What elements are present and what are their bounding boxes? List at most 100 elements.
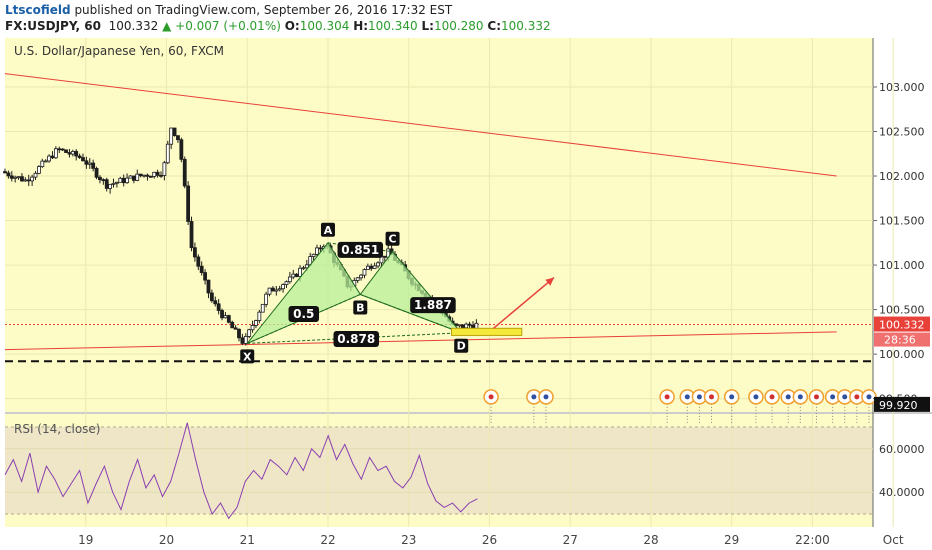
pattern-point-label: C	[389, 233, 397, 246]
rsi-line	[4, 422, 478, 520]
quote-line: FX:USDJPY, 60 100.332 ▲ +0.007 (+0.01%) …	[5, 19, 551, 33]
candle-body	[474, 322, 479, 329]
price-tick-label: 100.500	[879, 304, 925, 317]
candle-body	[125, 177, 129, 184]
ratio-label: 0.878	[337, 332, 375, 346]
pattern-point-badge	[454, 338, 469, 353]
pattern-point-badge	[353, 300, 368, 315]
candle-body	[372, 265, 377, 269]
candle-body	[98, 176, 102, 181]
chart-canvas[interactable]: 0.5 0.851 1.887 0.878 X A B C D U.S. Dollar/Japa…	[0, 34, 932, 550]
candle-body	[376, 262, 380, 267]
candle-body	[250, 325, 255, 331]
pattern-point-label: A	[324, 224, 333, 237]
pattern-ratio-line	[360, 293, 462, 334]
event-dot	[729, 394, 735, 400]
candle-body	[40, 160, 45, 168]
candle-body	[37, 166, 41, 174]
pattern-point-badge	[320, 222, 335, 237]
rsi-tick-label: 40.0000	[879, 486, 925, 499]
ratio-label: 0.5	[293, 307, 314, 321]
candle-body	[3, 171, 7, 174]
event-dot	[797, 394, 803, 400]
candle-body	[318, 247, 323, 250]
candle-body	[77, 155, 82, 158]
candle-body	[33, 172, 38, 178]
rsi-title: RSI (14, close)	[14, 422, 100, 436]
event-dot	[753, 394, 759, 400]
time-tick-label: 29	[724, 533, 739, 547]
candle-body	[203, 272, 207, 281]
candle-body	[237, 328, 241, 339]
candle-body	[179, 139, 184, 160]
candle-body	[240, 337, 245, 344]
event-dot	[488, 394, 494, 400]
price-tick-label: 103.000	[879, 81, 925, 94]
price-tick-label: 101.000	[879, 259, 925, 272]
candle-body	[108, 183, 113, 189]
pattern-point-badge	[240, 349, 255, 364]
ratio-badge	[410, 297, 456, 314]
candle-body	[193, 247, 197, 258]
candle-body	[60, 148, 65, 151]
candle-body	[81, 157, 85, 162]
open-value: 100.304	[299, 19, 350, 33]
candle-body	[148, 175, 153, 178]
ratio-label: 0.851	[341, 243, 379, 257]
close-value: 100.332	[501, 19, 551, 33]
candle-body	[254, 320, 258, 326]
event-dot	[543, 394, 549, 400]
time-tick-label: 20	[159, 533, 174, 547]
candle-body	[16, 176, 21, 179]
candle-body	[152, 171, 157, 177]
event-dot	[684, 394, 690, 400]
symbol-label[interactable]: FX:USDJPY, 60	[5, 19, 101, 33]
candle-body	[26, 179, 31, 182]
pattern-point-badge	[385, 231, 400, 246]
candle-body	[277, 288, 282, 291]
candle-body	[70, 151, 75, 155]
candle-body	[382, 255, 387, 258]
price-tick-label: 101.500	[879, 215, 925, 228]
time-tick-label: 19	[78, 533, 93, 547]
candle-body	[87, 162, 92, 165]
trendline	[4, 331, 837, 351]
candle-body	[196, 256, 201, 267]
time-tick-label: Oct	[883, 533, 904, 547]
candle-body	[115, 181, 119, 184]
time-axis: 19 20 21 22 23 26 27 28 29 22:00 Oct	[78, 533, 904, 547]
candle-body	[104, 179, 109, 189]
candle-body	[91, 162, 96, 169]
candle-body	[13, 176, 18, 179]
candle-body	[57, 148, 62, 151]
candle-body	[74, 151, 79, 157]
time-tick-label: 22	[320, 533, 335, 547]
low-label: L:	[421, 19, 434, 33]
target-zone	[451, 327, 523, 336]
candle-body	[274, 289, 279, 292]
candle-body	[162, 162, 167, 176]
open-label: O:	[284, 19, 300, 33]
candle-body	[209, 292, 214, 302]
time-tick-label: 26	[482, 533, 497, 547]
pattern-point-label: D	[457, 340, 466, 353]
candle-body	[243, 335, 248, 344]
time-tick-label: 22:00	[795, 533, 830, 547]
candle-body	[176, 135, 180, 141]
price-tick-label: 100.000	[879, 348, 925, 361]
price-pane[interactable]	[5, 38, 873, 412]
countdown-tag-label: 28:36	[884, 334, 916, 347]
countdown-tag-bg	[874, 332, 930, 347]
event-dot	[813, 394, 819, 400]
pattern-point-label: X	[243, 350, 252, 363]
last-price-tag: 100.332 28:36	[874, 316, 930, 347]
ratio-badge	[288, 306, 320, 323]
candle-body	[220, 310, 224, 319]
candle-body	[67, 152, 72, 155]
high-label: H:	[353, 19, 369, 33]
author-link[interactable]: Ltscofield	[5, 3, 71, 17]
projection-arrow	[493, 276, 555, 329]
last-price: 100.332	[108, 19, 159, 33]
candle-body	[118, 177, 123, 183]
candle-body	[94, 167, 99, 178]
